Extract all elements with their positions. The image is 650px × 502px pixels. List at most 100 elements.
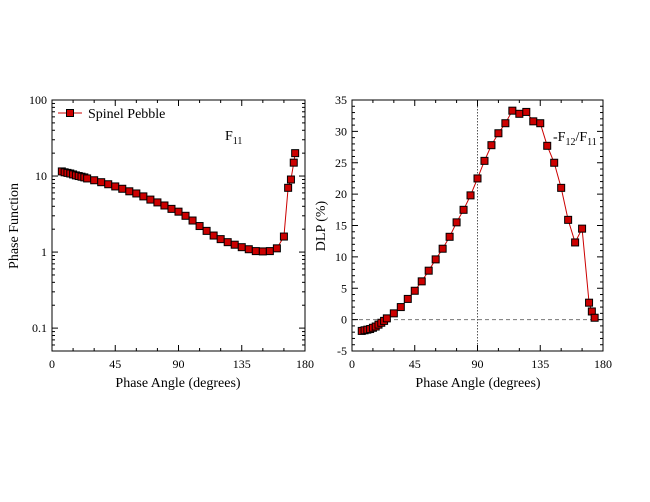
left-data-point	[132, 189, 141, 198]
left-series-line	[61, 153, 296, 252]
right-data-point	[445, 232, 454, 241]
right-y-tick-label: 35	[335, 93, 347, 107]
left-data-point	[111, 182, 120, 191]
left-series-markers	[57, 149, 300, 256]
right-data-point	[382, 314, 391, 323]
right-data-point	[564, 215, 573, 224]
left-data-point	[118, 184, 127, 193]
left-x-tick-label: 135	[233, 357, 251, 371]
left-data-point	[272, 244, 281, 253]
left-data-point	[146, 195, 155, 204]
right-annotation: -F12/F11	[553, 130, 597, 148]
right-data-point	[508, 106, 517, 115]
right-data-point	[571, 238, 580, 247]
right-data-point	[438, 244, 447, 253]
right-x-tick-label: 90	[472, 357, 484, 371]
left-y-axis-title: Phase Function	[7, 183, 22, 269]
left-x-tick-label: 180	[296, 357, 314, 371]
left-data-point	[195, 222, 204, 231]
left-x-tick-label: 0	[49, 357, 55, 371]
right-data-point	[452, 218, 461, 227]
left-data-point	[139, 192, 148, 201]
right-y-tick-label: 30	[335, 124, 347, 138]
right-data-point	[389, 309, 398, 318]
left-y-tick-label: 1	[41, 245, 47, 259]
right-x-tick-label: 135	[531, 357, 549, 371]
left-data-point	[90, 176, 99, 185]
right-y-tick-label: 20	[335, 187, 347, 201]
left-annotation-subscript: 11	[233, 136, 243, 147]
right-data-point	[487, 141, 496, 150]
right-data-point	[557, 183, 566, 192]
left-data-point	[291, 149, 300, 158]
left-y-tick-label: 10	[35, 169, 47, 183]
left-data-point	[202, 226, 211, 235]
right-data-point	[417, 277, 426, 286]
left-data-point	[125, 187, 134, 196]
right-y-axis-title: DLP (%)	[314, 200, 329, 251]
right-data-point	[480, 156, 489, 165]
right-data-point	[466, 191, 475, 200]
left-data-point	[230, 240, 239, 249]
left-data-point	[188, 216, 197, 225]
right-y-tick-label: -5	[337, 344, 347, 358]
left-y-tick-label: 0.1	[32, 321, 47, 335]
left-data-point	[244, 245, 253, 254]
right-data-point	[536, 119, 545, 128]
right-y-tick-label: 25	[335, 156, 347, 170]
right-y-tick-label: 15	[335, 219, 347, 233]
right-data-point	[403, 294, 412, 303]
legend: Spinel Pebble	[58, 107, 165, 122]
left-data-point	[153, 198, 162, 207]
right-x-tick-label: 0	[349, 357, 355, 371]
right-data-point	[459, 205, 468, 214]
right-data-point	[424, 266, 433, 275]
left-y-tick-label: 100	[29, 93, 47, 107]
left-data-point	[181, 211, 190, 220]
left-data-point	[209, 231, 218, 240]
left-data-point	[258, 247, 267, 256]
right-data-point	[501, 119, 510, 128]
left-data-point	[104, 180, 113, 189]
left-annotation-main: F	[225, 129, 233, 144]
phase-function-panel: 0 45 90 135 180 0.1 1 10 100 Spinel Pebble F11 P…	[7, 93, 314, 391]
right-y-tick-label: 5	[341, 281, 347, 295]
right-data-point	[590, 313, 599, 322]
right-data-point	[515, 109, 524, 118]
left-data-point	[167, 204, 176, 213]
right-x-tick-label: 180	[594, 357, 612, 371]
left-x-tick-label: 45	[109, 357, 121, 371]
right-x-tick-label: 45	[409, 357, 421, 371]
right-data-point	[473, 174, 482, 183]
right-x-axis-title: Phase Angle (degrees)	[415, 376, 541, 391]
right-annotation-subscript-1: 12	[565, 137, 575, 148]
right-data-point	[431, 255, 440, 264]
right-y-tick-label: 10	[335, 250, 347, 264]
right-annotation-mid: /F	[575, 130, 587, 145]
left-axis-ticks: 0 45 90 135 180 0.1 1 10 100	[29, 93, 314, 371]
left-data-point	[279, 232, 288, 241]
left-plot-frame	[51, 99, 306, 352]
right-data-point	[585, 298, 594, 307]
legend-marker-swatch	[66, 109, 74, 117]
left-data-point	[289, 158, 298, 167]
right-data-point	[522, 107, 531, 116]
left-data-point	[97, 178, 106, 187]
left-data-point	[237, 243, 246, 252]
left-data-point	[160, 201, 169, 210]
left-data-point	[83, 174, 92, 183]
left-data-point	[286, 175, 295, 184]
right-data-point	[410, 286, 419, 295]
left-data-point	[216, 235, 225, 244]
legend-label: Spinel Pebble	[88, 107, 165, 122]
left-data-point	[174, 207, 183, 216]
right-y-tick-label: 0	[341, 313, 347, 327]
right-annotation-main: -F	[553, 130, 566, 145]
right-data-point	[550, 158, 559, 167]
left-data-point	[223, 238, 232, 247]
right-series-markers	[357, 106, 599, 335]
right-data-point	[529, 117, 538, 126]
